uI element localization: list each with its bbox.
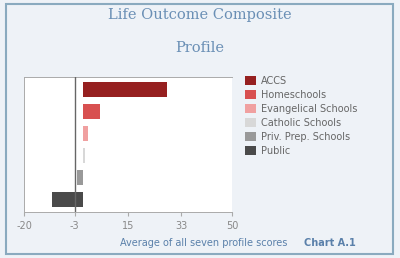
Bar <box>84 104 100 119</box>
Bar <box>78 170 84 185</box>
Text: Average of all seven profile scores: Average of all seven profile scores <box>120 238 294 248</box>
Text: Life Outcome Composite: Life Outcome Composite <box>108 8 292 22</box>
Bar <box>52 192 84 207</box>
Text: Chart A.1: Chart A.1 <box>304 238 356 248</box>
Legend: ACCS, Homeschools, Evangelical Schools, Catholic Schools, Priv. Prep. Schools, P: ACCS, Homeschools, Evangelical Schools, … <box>245 76 357 156</box>
Bar <box>84 126 88 141</box>
Text: Profile: Profile <box>176 41 224 55</box>
Bar <box>84 148 85 163</box>
Bar <box>84 82 167 97</box>
